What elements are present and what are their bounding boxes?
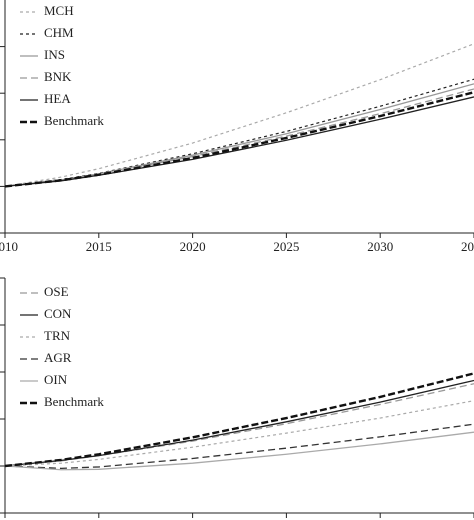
x-tick-label: 2030 xyxy=(367,239,393,254)
series-line xyxy=(4,372,474,468)
series-line xyxy=(4,400,474,467)
series-line xyxy=(4,43,474,187)
legend-label: OIN xyxy=(44,372,68,387)
legend-label: CHM xyxy=(44,25,74,40)
series-line xyxy=(4,78,474,187)
series-line xyxy=(4,431,474,471)
x-tick-label: 2020 xyxy=(180,239,206,254)
legend-label: TRN xyxy=(44,328,71,343)
legend-label: INS xyxy=(44,47,65,62)
legend-label: OSE xyxy=(44,284,69,299)
legend-label: Benchmark xyxy=(44,394,104,409)
legend-label: Benchmark xyxy=(44,113,104,128)
x-tick-label: 2025 xyxy=(273,239,299,254)
series-line xyxy=(4,423,474,470)
legend-label: BNK xyxy=(44,69,72,84)
x-tick-label: 2015 xyxy=(86,239,112,254)
x-tick-label: 2010 xyxy=(0,239,18,254)
legend-label: CON xyxy=(44,306,72,321)
legend-label: AGR xyxy=(44,350,72,365)
legend-label: MCH xyxy=(44,3,74,18)
legend-label: HEA xyxy=(44,91,71,106)
x-tick-label: 2035 xyxy=(461,239,474,254)
series-line xyxy=(4,91,474,188)
